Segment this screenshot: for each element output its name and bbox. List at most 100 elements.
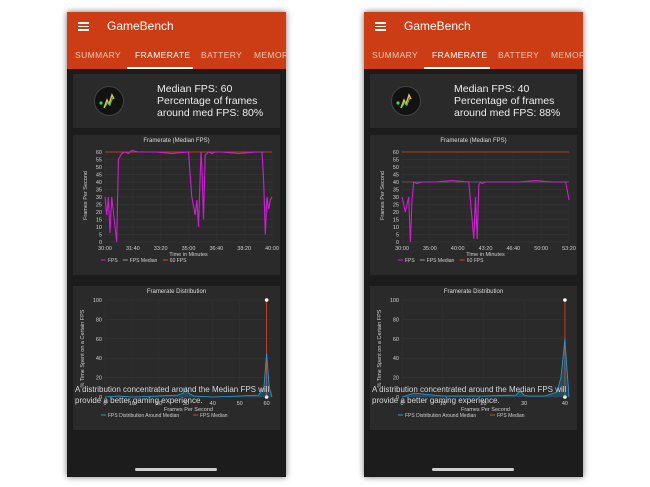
y-axis-label: % Time Spent on a Certain FPS [377,309,383,387]
x-tick-label: 40 [210,401,216,407]
x-tick-label: 50:00 [534,246,548,252]
distribution-chart: 0 20 40 60 80 100 0 10 20 30 40 50 60 Frames Per Seco… [80,298,273,419]
tab-battery[interactable]: BATTERY [498,50,540,60]
summary-card: Median FPS: 60 Percentage of frames arou… [73,74,280,128]
y-tick-label: 55 [96,158,102,164]
x-axis-label: Frames Per Second [461,407,510,413]
y-tick-label: 15 [393,218,399,224]
y-tick-label: 45 [96,173,102,179]
y-axis-label: Frames Per Second [380,171,386,220]
distribution-series-line [401,338,570,398]
y-tick-label: 5 [99,233,102,239]
app-bar: GameBench [364,12,583,42]
y-tick-label: 10 [393,225,399,231]
phone-screen-right: GameBench SUMMARY FRAMERATE BATTERY MEMO… [364,12,583,477]
x-tick-label: 38:20 [237,246,251,252]
fps-gauge-icon [391,86,421,116]
home-indicator[interactable] [135,468,217,471]
framerate-chart-title: Framerate (Median FPS) [143,138,210,144]
median-fps-value: Median FPS: 60 [157,83,233,95]
tab-memory[interactable]: MEMOR [254,50,286,60]
x-tick-label: 53:20 [562,246,576,252]
tab-memory[interactable]: MEMOR [551,50,583,60]
y-tick-label: 20 [96,210,102,216]
y-tick-label: 10 [96,225,102,231]
y-tick-label: 45 [393,173,399,179]
x-tick-label: 43:20 [479,246,493,252]
y-tick-label: 20 [96,376,102,382]
distribution-chart: 0 20 40 60 80 100 0 10 20 30 40 Frames Per Second % … [377,298,570,419]
y-tick-label: 20 [393,210,399,216]
framerate-chart-title: Framerate (Median FPS) [440,138,507,144]
y-tick-label: 0 [396,395,399,401]
x-tick-label: 30 [183,401,189,407]
tab-framerate[interactable]: FRAMERATE [432,50,488,60]
x-tick-label: 30 [521,401,527,407]
fps-series-line [104,149,273,243]
median-fps-value: Median FPS: 40 [454,83,530,95]
y-tick-label: 55 [393,158,399,164]
tab-battery[interactable]: BATTERY [201,50,243,60]
legend-label: FPS Median [497,413,525,419]
framerate-chart-card: Framerate (Median FPS) 0 5 10 15 20 25 30 35 40 4… [370,135,577,275]
distribution-chart-title: Framerate Distribution [146,289,207,295]
x-tick-label: 31:40 [126,246,140,252]
tab-summary[interactable]: SUMMARY [75,50,122,60]
median-bottom-marker [264,395,269,399]
tab-bar: SUMMARY FRAMERATE BATTERY MEMOR [67,42,286,69]
y-tick-label: 40 [393,356,399,362]
footer-description: A distribution concentrated around the M… [75,385,270,405]
x-tick-label: 33:20 [154,246,168,252]
app-title: GameBench [107,19,174,33]
x-tick-label: 40:00 [265,246,279,252]
distribution-chart-card: Framerate Distribution 0 20 40 60 80 100 0 10 20… [73,286,280,430]
x-tick-label: 0 [103,401,106,407]
y-tick-label: 50 [96,165,102,171]
hamburger-menu-icon[interactable] [375,22,386,31]
legend-label: FPS Median [427,258,455,264]
footer-description: A distribution concentrated around the M… [372,385,567,405]
hamburger-menu-icon[interactable] [78,22,89,31]
legend-label: FPS Median [200,413,228,419]
fps-gauge-icon [94,86,124,116]
app-title: GameBench [404,19,471,33]
y-tick-label: 60 [393,150,399,156]
distribution-chart-title: Framerate Distribution [443,289,504,295]
framerate-chart-card: Framerate (Median FPS) 0 5 10 15 20 25 30 35 40 4… [73,135,280,275]
active-tab-indicator [127,67,193,69]
median-top-marker [563,298,567,302]
y-tick-label: 100 [390,298,399,304]
x-tick-label: 40 [562,401,568,407]
y-tick-label: 25 [96,203,102,209]
summary-card: Median FPS: 40 Percentage of frames arou… [370,74,577,128]
y-tick-label: 35 [96,188,102,194]
y-tick-label: 30 [96,195,102,201]
y-tick-label: 0 [99,395,102,401]
y-tick-label: 100 [93,298,102,304]
summary-text: Median FPS: 40 Percentage of frames arou… [454,83,572,119]
y-tick-label: 25 [393,203,399,209]
tab-framerate[interactable]: FRAMERATE [135,50,191,60]
y-tick-label: 35 [393,188,399,194]
active-tab-indicator [424,67,490,69]
distribution-chart-card: Framerate Distribution 0 20 40 60 80 100 0 10 20… [370,286,577,430]
y-tick-label: 50 [393,165,399,171]
tab-summary[interactable]: SUMMARY [372,50,419,60]
x-tick-label: 30:00 [395,246,409,252]
y-tick-label: 5 [396,233,399,239]
x-tick-label: 36:40 [209,246,223,252]
home-indicator[interactable] [432,468,514,471]
x-tick-label: 20 [156,401,162,407]
legend-label: FPS [405,258,415,264]
x-axis-label: Time in Minutes [466,252,505,258]
x-axis-label: Time in Minutes [169,252,208,258]
x-tick-label: 46:40 [506,246,520,252]
legend-label: 60 FPS [170,258,187,264]
y-tick-label: 20 [393,376,399,382]
y-tick-label: 80 [393,317,399,323]
legend-label: FPS Distribution Around Median [108,413,179,419]
y-tick-label: 40 [96,356,102,362]
y-tick-label: 0 [99,240,102,246]
